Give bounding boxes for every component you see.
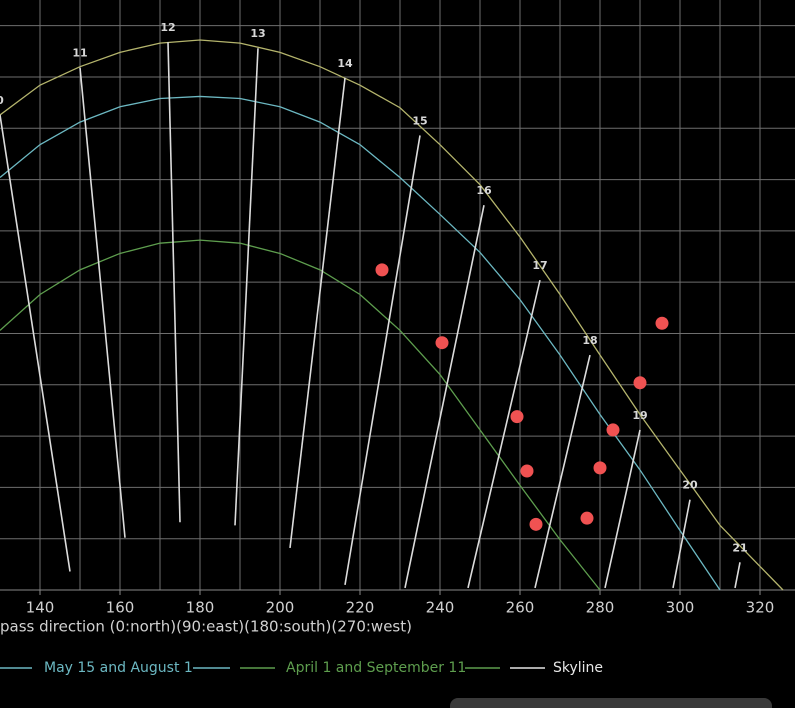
hour-label: 21 xyxy=(732,541,747,554)
data-point xyxy=(510,410,524,424)
sun-path xyxy=(0,39,784,591)
x-tick-label: 160 xyxy=(106,599,135,617)
hour-label: 13 xyxy=(250,27,265,40)
plot-area: 0 11 12 13 14 15 16 17 18 19 20 21 xyxy=(0,21,784,591)
hour-line xyxy=(79,67,126,538)
legend-label: Skyline xyxy=(553,660,603,676)
x-axis-label: pass direction (0:north)(90:east)(180:so… xyxy=(0,618,412,636)
hour-line xyxy=(167,42,181,523)
hour-label: 17 xyxy=(532,259,547,272)
hour-line xyxy=(534,354,591,589)
x-tick-label: 320 xyxy=(746,599,775,617)
data-point xyxy=(580,511,594,525)
x-tick-label: 260 xyxy=(506,599,535,617)
hour-label: 11 xyxy=(72,47,87,60)
hour-label: 15 xyxy=(412,114,427,127)
hour-label: 20 xyxy=(682,479,698,492)
data-point xyxy=(375,263,389,277)
data-point xyxy=(593,461,607,475)
hour-line xyxy=(672,499,691,589)
hour-label: 0 xyxy=(0,94,4,107)
hour-line xyxy=(289,77,346,549)
hour-line xyxy=(467,279,541,589)
legend: May 15 and August 1 April 1 and September… xyxy=(0,660,603,676)
x-tick-label: 140 xyxy=(26,599,55,617)
bottom-bar xyxy=(450,698,772,708)
hour-label: 18 xyxy=(582,334,597,347)
hour-label: 19 xyxy=(632,409,647,422)
data-point xyxy=(633,376,647,390)
x-tick-label: 300 xyxy=(666,599,695,617)
hour-line xyxy=(404,205,485,589)
x-tick-label: 280 xyxy=(586,599,615,617)
x-tick-label: 200 xyxy=(266,599,295,617)
x-tick-label: 180 xyxy=(186,599,215,617)
hour-line xyxy=(604,429,641,589)
hour-label: 12 xyxy=(160,21,175,34)
data-point xyxy=(435,336,449,350)
sun-path xyxy=(0,95,721,591)
data-point xyxy=(520,464,534,478)
data-point xyxy=(529,517,543,531)
data-point xyxy=(655,316,669,330)
hour-label: 14 xyxy=(337,57,353,70)
hour-line xyxy=(0,114,71,572)
legend-label: April 1 and September 11 xyxy=(286,660,466,676)
data-point xyxy=(606,423,620,437)
hour-line xyxy=(234,48,259,526)
legend-label: May 15 and August 1 xyxy=(44,660,193,676)
x-tick-label: 220 xyxy=(346,599,375,617)
sun-path xyxy=(0,239,601,591)
x-tick-label: 240 xyxy=(426,599,455,617)
hour-label: 16 xyxy=(476,184,492,197)
hour-line xyxy=(344,135,421,586)
grid: 140 160 180 200 220 240 260 280 300 320 xyxy=(0,0,795,617)
hour-line xyxy=(734,562,741,589)
